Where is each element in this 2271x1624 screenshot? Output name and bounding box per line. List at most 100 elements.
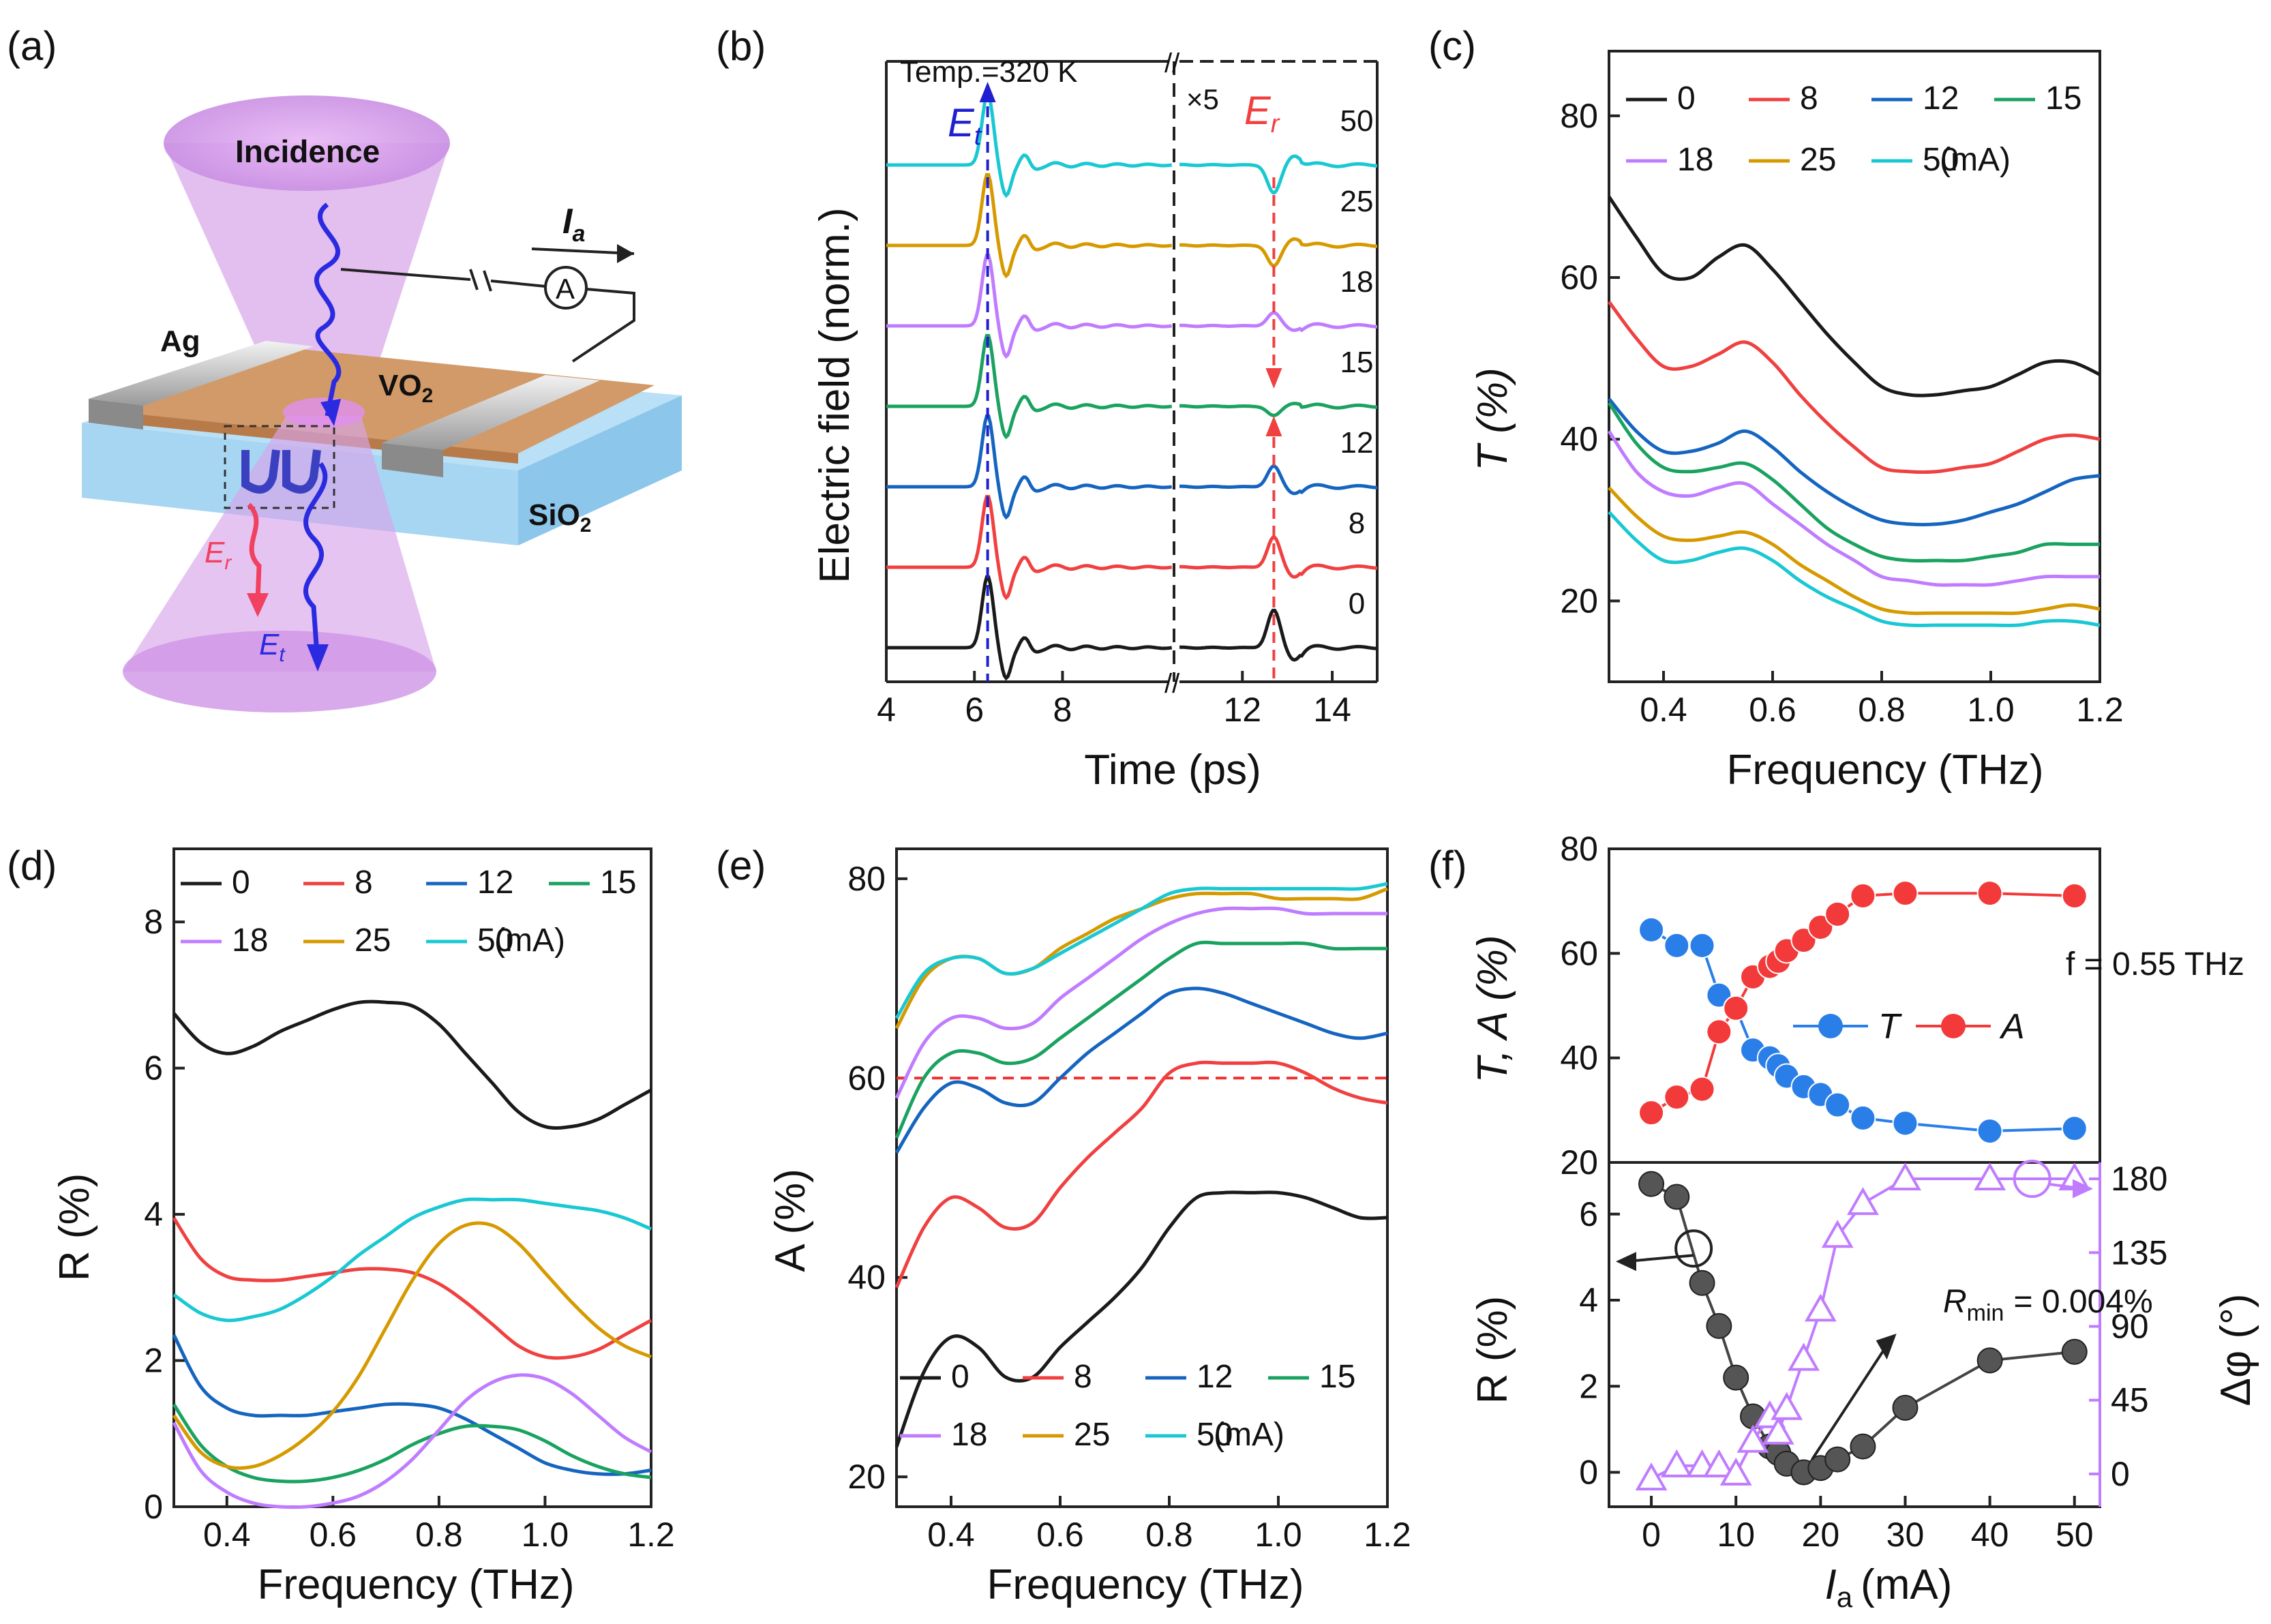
panel-f-right-ytick-label: 180 (2111, 1160, 2167, 1198)
et-label: Et (259, 628, 286, 666)
panel-d-ytick-label: 2 (144, 1342, 163, 1380)
panel-c-ytick-label: 40 (1560, 420, 1598, 458)
panel-f-right-ylabel: Δφ (°) (2212, 1294, 2259, 1407)
current-label: Ia (562, 202, 585, 247)
panel-d-legend-label-15: 15 (600, 864, 636, 901)
panel-f-point-T (1689, 932, 1715, 959)
panel-d-plot-area: 0.4 0.6 0.8 1.0 1.2 0 2 4 6 8 0 8 12 15 18 25 50(mA) (144, 847, 675, 1554)
panel-f-rmin-annotation: Rmin = 0.004% (1943, 1284, 2153, 1326)
panel-d-ytick-label: 0 (144, 1488, 163, 1526)
panel-f-point-phase (1702, 1449, 1735, 1477)
panel-c-frame (1608, 50, 2101, 683)
panel-c-legend-label-0: 0 (1677, 80, 1696, 117)
panel-e-legend-label-8: 8 (1074, 1359, 1092, 1395)
panel-c-legend-label-12: 12 (1923, 80, 1959, 117)
panel-b-trace-0-transmitted (886, 575, 1173, 681)
panel-f-right-ytick-label: 0 (2111, 1455, 2130, 1493)
panel-d-ytick-label: 4 (144, 1195, 163, 1233)
svg-text:A: A (556, 273, 575, 305)
panel-f-point-T (1638, 916, 1665, 943)
panel-c-series-18 (1607, 430, 2101, 587)
panel-f-point-T (1664, 932, 1690, 959)
panel-d-series-12 (172, 1334, 652, 1476)
panel-b-trace-25-reflected (1179, 237, 1378, 268)
panel-c-xlabel: Frequency (THz) (1726, 747, 2043, 794)
panel-d-series-18 (172, 1373, 652, 1509)
panel-f-point-R (1892, 1394, 1919, 1421)
panel-f-point-A (1892, 880, 1919, 907)
panel-d-legend-label-50: 50 (477, 922, 513, 959)
panel-b-trace-15-reflected (1179, 402, 1378, 417)
panel-f-point-R (2061, 1338, 2088, 1365)
panel-b-trace-12-reflected (1179, 464, 1378, 496)
incident-wave (314, 202, 342, 417)
panel-f-point-A (2061, 883, 2088, 909)
panel-f-point-A (1850, 883, 1876, 909)
panel-b-xtick-label: 14 (1313, 691, 1351, 729)
panel-b-chart: (b) // // 4 6 8 12 14 0 8 12 15 18 25 50 Electric fie… (716, 23, 1379, 794)
panel-f-point-R (1689, 1269, 1715, 1296)
panel-f-r-axis-indicator (1674, 1229, 1713, 1268)
panel-f-top-ytick-label: 60 (1560, 934, 1598, 972)
panel-b-trace-50-transmitted (886, 92, 1173, 198)
panel-f-point-R (1723, 1364, 1749, 1391)
panel-f-point-phase (1821, 1220, 1854, 1248)
panel-e-xtick-label: 0.6 (1036, 1516, 1084, 1554)
panel-f-top-ytick-label: 80 (1560, 830, 1598, 868)
panel-b-xtick-label: 4 (877, 691, 896, 729)
panel-c-legend-label-15: 15 (2045, 80, 2081, 117)
ag-electrode-right (382, 375, 600, 450)
panel-d-chart: (d) 0.4 0.6 0.8 1.0 1.2 0 2 4 6 8 0 8 12 15 18 25 50(mA)… (7, 843, 675, 1608)
panel-d-legend-label-12: 12 (477, 864, 513, 901)
panel-e-series-8 (894, 1060, 1388, 1289)
panel-c-ytick-label: 60 (1560, 258, 1598, 297)
panel-d-xtick-label: 1.0 (522, 1516, 569, 1554)
panel-f-point-phase (1736, 1424, 1769, 1453)
panel-f-point-R (1706, 1312, 1732, 1339)
panel-d-series-0 (172, 999, 652, 1130)
panel-c-ytick-label: 20 (1560, 582, 1598, 620)
panel-c-xtick-label: 1.2 (2076, 691, 2124, 729)
panel-f-point-phase (1771, 1392, 1803, 1420)
transmitted-wave (303, 462, 328, 655)
panel-e-series-15 (894, 940, 1387, 1139)
panel-d-xlabel: Frequency (THz) (257, 1561, 574, 1608)
current-circuit (340, 268, 546, 288)
panel-f-point-phase (1804, 1293, 1837, 1322)
panel-f-xtick-label: 50 (2056, 1516, 2094, 1554)
panel-b-temp-annotation: Temp.=320 K (900, 55, 1078, 89)
panel-c-series-0 (1607, 196, 2101, 397)
panel-f-bottom-ytick-label: 4 (1579, 1281, 1598, 1319)
panel-f-point-phase (1846, 1187, 1879, 1216)
panel-f-right-ytick-label: 135 (2111, 1233, 2167, 1272)
panel-b-trace-25-transmitted (886, 172, 1173, 279)
panel-a-label: (a) (7, 23, 57, 69)
panel-b-xtick-label: 12 (1223, 691, 1261, 729)
ag-electrode-left (89, 341, 314, 406)
panel-f-point-T (1824, 1092, 1851, 1118)
transmitted-beam-cone (123, 416, 436, 672)
panel-e-series-0 (894, 1190, 1388, 1448)
panel-e-ytick-label: 60 (847, 1059, 886, 1097)
panel-d-frame (172, 847, 652, 1508)
panel-e-ytick-label: 80 (847, 860, 886, 898)
panel-d-legend-label-8: 8 (355, 864, 373, 901)
panel-b-trace-label-15: 15 (1340, 346, 1374, 379)
panel-b-trace-15-transmitted (886, 333, 1173, 440)
panel-c-label: (c) (1428, 23, 1476, 69)
panel-a-schematic: (a) Incidence Ag VO2 SiO2 A (7, 23, 682, 712)
panel-e-legend-unit: (mA) (1214, 1417, 1284, 1453)
ag-label: Ag (160, 325, 200, 358)
panel-c-series-25 (1608, 486, 2101, 616)
panel-e-series-50 (894, 882, 1388, 1019)
panel-b-trace-label-25: 25 (1340, 185, 1374, 218)
panel-f-label: (f) (1428, 843, 1467, 888)
panel-f-xtick-label: 30 (1886, 1516, 1925, 1554)
panel-f-bottom-ytick-label: 0 (1579, 1454, 1598, 1492)
panel-b-xtick-label: 6 (965, 691, 984, 729)
panel-d-legend-label-25: 25 (355, 922, 391, 959)
panel-b-axis-break-top: // (1164, 48, 1180, 78)
panel-b-axis-break: // (1164, 669, 1180, 699)
ammeter-icon (544, 266, 588, 310)
